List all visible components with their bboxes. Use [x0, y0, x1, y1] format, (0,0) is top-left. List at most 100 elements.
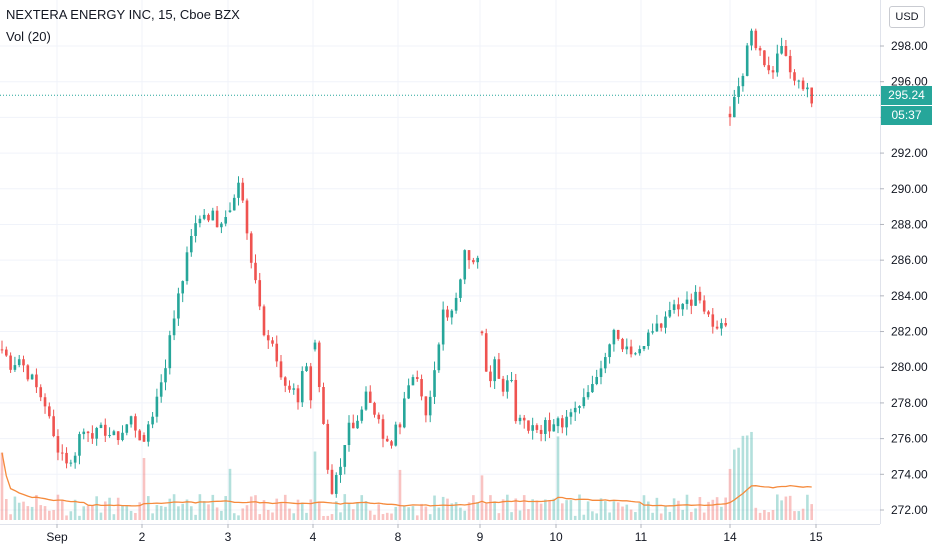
volume-bar: [493, 501, 496, 520]
candle-body: [720, 323, 723, 329]
candle-body: [351, 422, 355, 429]
volume-bar: [73, 499, 77, 520]
candle-body: [672, 304, 676, 311]
candle-body: [552, 424, 556, 432]
volume-bar: [754, 507, 758, 520]
volume-bar: [806, 494, 809, 520]
volume-bar: [763, 510, 766, 520]
candle-body: [237, 182, 240, 198]
volume-bar: [13, 496, 17, 520]
volume-bar: [91, 505, 94, 520]
candle-body: [138, 430, 141, 441]
candle-body: [129, 416, 133, 425]
volume-bar: [207, 504, 210, 520]
volume-bar: [26, 506, 30, 520]
candle-body: [527, 420, 530, 431]
volume-bar: [629, 509, 633, 520]
volume-bar: [788, 495, 792, 520]
candle-body: [103, 424, 107, 436]
candle-body: [108, 435, 111, 437]
candle-body: [241, 182, 245, 201]
volume-bar: [258, 514, 262, 520]
volume-bar: [810, 504, 813, 520]
candle-body: [677, 304, 680, 310]
candle-body: [539, 429, 543, 434]
candle-body: [806, 87, 809, 90]
candle-body: [586, 392, 590, 398]
volume-bar: [385, 512, 389, 520]
volume-bar: [232, 513, 236, 520]
candle-body: [39, 387, 43, 398]
candle-body: [147, 424, 150, 442]
candle-body: [638, 349, 641, 354]
volume-bar: [720, 506, 723, 520]
candle-body: [642, 346, 646, 350]
volume-bar: [86, 505, 90, 520]
volume-bar: [95, 496, 98, 520]
volume-bar: [767, 512, 770, 520]
time-axis[interactable]: Sep 2 3 4 8 9 10 11 14 15: [46, 524, 823, 544]
volume-bar: [724, 497, 727, 520]
price-tick-label: 284.00: [891, 289, 928, 303]
volume-bar: [330, 514, 334, 520]
candle-body: [279, 361, 283, 378]
volume-bar: [797, 511, 801, 520]
volume-bar: [22, 501, 25, 520]
volume-bar: [535, 500, 539, 520]
time-tick-label: 3: [225, 530, 232, 544]
volume-bar: [527, 509, 530, 520]
candle-body: [390, 441, 393, 446]
volume-bar: [750, 431, 753, 520]
price-tick-label: 276.00: [891, 432, 928, 446]
price-tick-label: 292.00: [891, 146, 928, 160]
volume-bar: [573, 515, 577, 520]
volume-bar: [155, 505, 159, 520]
candle-body: [446, 309, 449, 318]
candle-body: [578, 406, 581, 408]
currency-button[interactable]: USD: [889, 6, 925, 28]
volume-bar: [368, 510, 372, 520]
volume-indicator-label[interactable]: Vol (20): [6, 29, 51, 44]
candle-body: [493, 359, 496, 382]
candle-body: [728, 113, 732, 118]
candles: [0, 28, 813, 498]
candle-body: [300, 371, 304, 403]
candle-body: [415, 377, 419, 379]
price-tick-label: 286.00: [891, 253, 928, 267]
volume-bar: [48, 510, 51, 520]
candle-body: [681, 303, 684, 310]
volume-bar: [245, 505, 249, 520]
volume-bar: [616, 502, 620, 520]
candle-body: [472, 260, 475, 263]
candle-body: [535, 425, 539, 430]
candle-body: [776, 53, 779, 73]
volume-bar: [60, 499, 64, 520]
volume-bar: [476, 502, 479, 520]
volume-bar: [437, 507, 441, 520]
candle-body: [514, 379, 518, 422]
volume-bar: [211, 494, 215, 520]
candle-body: [489, 371, 492, 382]
candle-body: [177, 293, 180, 319]
candle-body: [724, 323, 727, 326]
candle-body: [73, 455, 77, 463]
volume-bar: [428, 514, 432, 520]
volume-bar: [177, 506, 180, 520]
volume-bar: [668, 511, 672, 520]
candle-body: [26, 365, 30, 380]
volume-bar: [103, 501, 107, 520]
volume-bar: [561, 503, 564, 520]
volume-bar: [441, 496, 445, 520]
candle-body: [788, 55, 792, 73]
volume-bar: [112, 514, 116, 520]
candle-body: [245, 200, 249, 234]
volume-bar: [621, 506, 624, 520]
candle-body: [664, 316, 667, 328]
candle-body: [220, 223, 223, 228]
volume-bar: [698, 497, 702, 520]
volume-bar: [326, 515, 330, 520]
candle-body: [420, 378, 423, 397]
volume-ma-line: [1, 452, 812, 507]
candle-body: [215, 210, 219, 228]
